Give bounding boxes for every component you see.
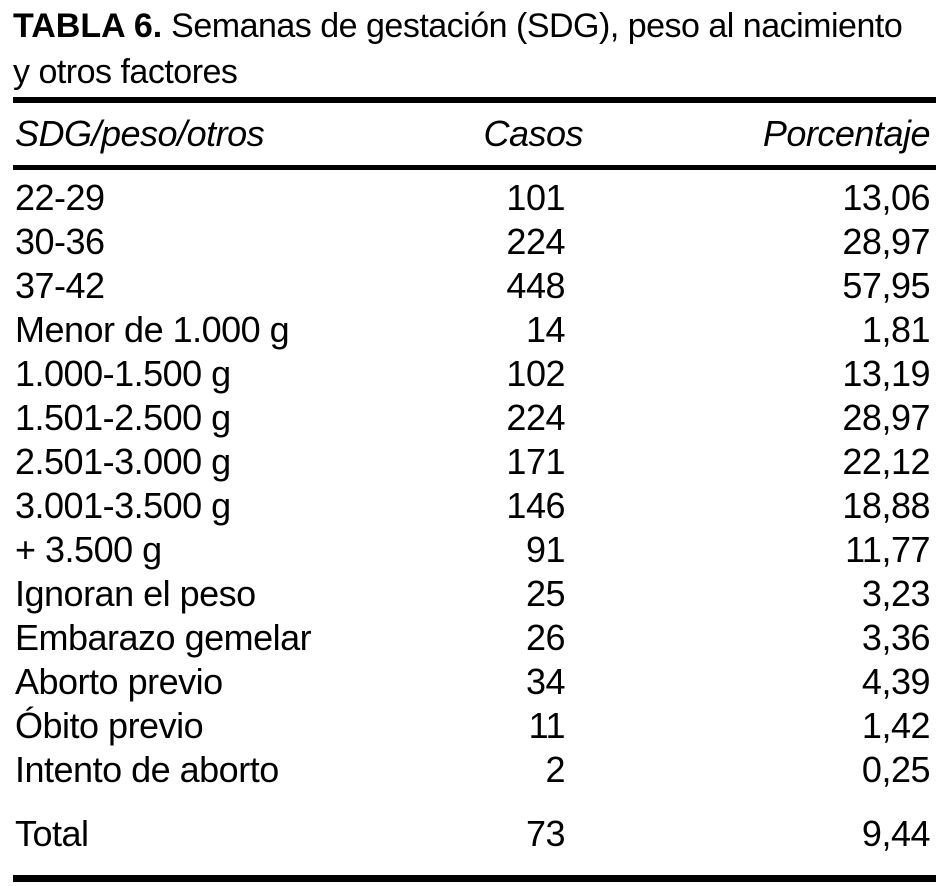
table-row: 37-42 448 57,95 <box>13 264 936 308</box>
row-label-cell: 37-42 <box>15 265 105 306</box>
table-row: 1.000-1.500 g 102 13,19 <box>13 352 936 396</box>
porcentaje-cell: 13,06 <box>842 177 930 218</box>
table-row: Ignoran el peso 25 3,23 <box>13 572 936 616</box>
row-label-cell: 2.501-3.000 g <box>15 441 231 482</box>
table-row: Intento de aborto 2 0,25 <box>13 748 936 792</box>
column-header-casos: Casos <box>483 113 583 154</box>
casos-cell: 171 <box>506 441 565 482</box>
table-row: 22-29 101 13,06 <box>13 176 936 220</box>
table-row: Menor de 1.000 g 14 1,81 <box>13 308 936 352</box>
row-label-cell: Aborto previo <box>15 661 223 702</box>
casos-cell: 101 <box>506 177 565 218</box>
table-title-line1: TABLA 6. Semanas de gestación (SDG), pes… <box>13 3 936 49</box>
table-number: TABLA 6. <box>13 7 163 45</box>
row-label-cell: Ignoran el peso <box>15 573 256 614</box>
table-row: 30-36 224 28,97 <box>13 220 936 264</box>
row-label-cell: Óbito previo <box>15 705 204 746</box>
casos-cell: 448 <box>506 265 565 306</box>
casos-cell: 224 <box>506 221 565 262</box>
casos-cell: 34 <box>525 661 566 702</box>
porcentaje-cell: 4,39 <box>861 661 931 702</box>
table-title: TABLA 6. Semanas de gestación (SDG), pes… <box>13 0 936 95</box>
casos-cell: 25 <box>525 573 566 614</box>
row-label-cell: 3.001-3.500 g <box>15 485 231 526</box>
porcentaje-cell: 22,12 <box>842 441 930 482</box>
casos-cell: 224 <box>506 397 565 438</box>
header-rule <box>13 165 936 170</box>
casos-cell: 102 <box>506 353 565 394</box>
porcentaje-cell: 3,36 <box>861 617 931 658</box>
row-label-cell: 1.000-1.500 g <box>15 353 231 394</box>
row-label-cell: + 3.500 g <box>15 529 162 570</box>
total-row: Total 73 9,44 <box>13 812 936 856</box>
table-row: + 3.500 g 91 11,77 <box>13 528 936 572</box>
porcentaje-cell: 13,19 <box>842 353 930 394</box>
table-row: Embarazo gemelar 26 3,36 <box>13 616 936 660</box>
porcentaje-cell: 1,81 <box>861 309 931 350</box>
porcentaje-cell: 28,97 <box>842 397 930 438</box>
table-row: 2.501-3.000 g 171 22,12 <box>13 440 936 484</box>
column-header-sdg-peso-otros: SDG/peso/otros <box>15 113 265 154</box>
table-row: 1.501-2.500 g 224 28,97 <box>13 396 936 440</box>
porcentaje-cell: 57,95 <box>842 265 930 306</box>
porcentaje-cell: 28,97 <box>842 221 930 262</box>
total-porcentaje-cell: 9,44 <box>861 813 931 854</box>
bottom-rule <box>13 875 936 882</box>
row-label-cell: 22-29 <box>15 177 105 218</box>
casos-cell: 91 <box>525 529 566 570</box>
casos-cell: 11 <box>528 705 566 746</box>
table-body: 22-29 101 13,06 30-36 224 28,97 37-42 448 57,95 M… <box>13 170 936 792</box>
row-label-cell: Intento de aborto <box>15 749 279 790</box>
table-caption-line1: Semanas de gestación (SDG), peso al naci… <box>162 7 903 45</box>
casos-cell: 26 <box>525 617 566 658</box>
casos-cell: 14 <box>525 309 566 350</box>
table-caption-line2: y otros factores <box>13 53 238 91</box>
row-label-cell: 30-36 <box>15 221 105 262</box>
row-label-cell: 1.501-2.500 g <box>15 397 231 438</box>
porcentaje-cell: 0,25 <box>861 749 931 790</box>
header-row: SDG/peso/otros Casos Porcentaje <box>13 103 936 165</box>
top-rule <box>13 97 936 103</box>
porcentaje-cell: 3,23 <box>861 573 931 614</box>
table-row: Óbito previo 11 1,42 <box>13 704 936 748</box>
column-header-porcentaje: Porcentaje <box>762 113 931 154</box>
row-label-cell: Embarazo gemelar <box>15 617 312 658</box>
porcentaje-cell: 11,77 <box>845 529 930 570</box>
porcentaje-cell: 18,88 <box>842 485 930 526</box>
porcentaje-cell: 1,42 <box>861 705 931 746</box>
total-casos-cell: 73 <box>525 813 566 854</box>
casos-cell: 2 <box>545 749 565 790</box>
table-row: Aborto previo 34 4,39 <box>13 660 936 704</box>
row-label-cell: Menor de 1.000 g <box>15 309 290 350</box>
total-label-cell: Total <box>15 813 89 854</box>
casos-cell: 146 <box>506 485 565 526</box>
table-row: 3.001-3.500 g 146 18,88 <box>13 484 936 528</box>
